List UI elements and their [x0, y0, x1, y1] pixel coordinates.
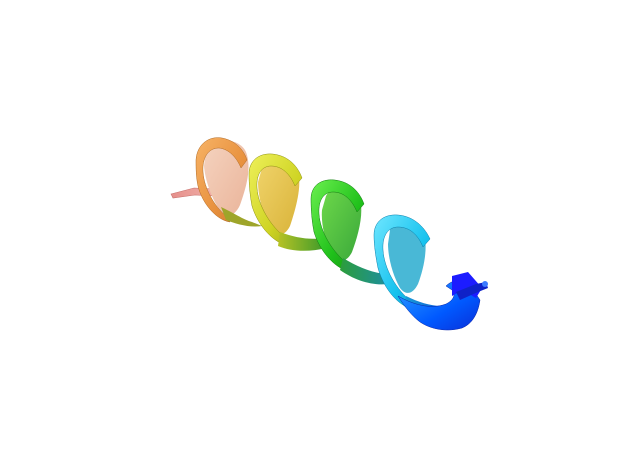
helix-turn-orange	[195, 137, 262, 227]
helix-turn-yellow	[248, 153, 326, 251]
helix-turn-green	[310, 179, 388, 285]
helix-turn-cyan	[373, 214, 446, 317]
helix-turn-blue	[397, 272, 488, 331]
